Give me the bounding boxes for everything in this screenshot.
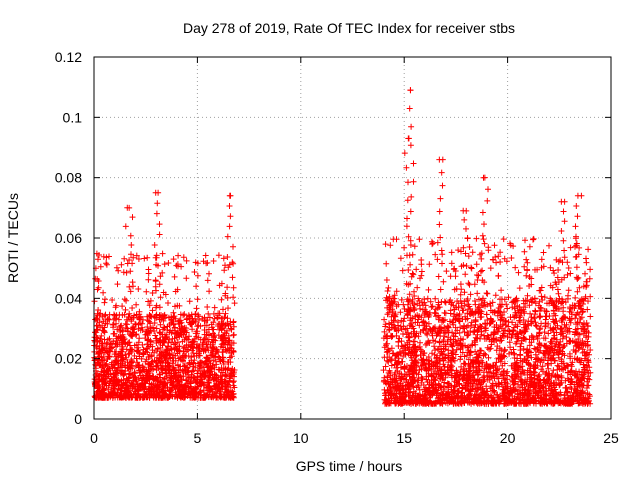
y-tick-label: 0.06 (55, 230, 82, 246)
peak-point (155, 189, 162, 196)
peak-point (436, 156, 443, 163)
peak-point (405, 135, 412, 142)
y-tick-label: 0.02 (55, 351, 82, 367)
y-tick-label: 0.12 (55, 49, 82, 65)
peak-point (558, 198, 565, 205)
y-tick-label: 0.08 (55, 170, 82, 186)
scatter-markers (91, 87, 594, 407)
peak-point (574, 192, 581, 199)
peak-point (463, 207, 470, 214)
x-tick-label: 10 (293, 430, 309, 446)
grid-lines (94, 57, 611, 419)
x-tick-label: 0 (90, 430, 98, 446)
x-axis-label: GPS time / hours (296, 458, 403, 474)
x-tick-label: 15 (396, 430, 412, 446)
x-tick-label: 25 (603, 430, 619, 446)
y-axis-label: ROTI / TECUs (5, 193, 21, 283)
peak-point (407, 87, 414, 94)
peak-point (481, 174, 488, 181)
x-tick-label: 20 (500, 430, 516, 446)
peak-point (227, 192, 234, 199)
x-tick-label: 5 (194, 430, 202, 446)
y-tick-label: 0.1 (63, 109, 83, 125)
plot-frame (93, 56, 612, 420)
y-tick-label: 0.04 (55, 290, 82, 306)
axis-ticks: 0 0.02 0.04 0.06 0.08 0.1 0.12 0 5 10 15 20 25 (55, 49, 619, 446)
peak-point (126, 204, 133, 211)
chart-title: Day 278 of 2019, Rate Of TEC Index for r… (183, 20, 515, 36)
y-tick-label: 0 (74, 411, 82, 427)
data-points (91, 87, 594, 407)
